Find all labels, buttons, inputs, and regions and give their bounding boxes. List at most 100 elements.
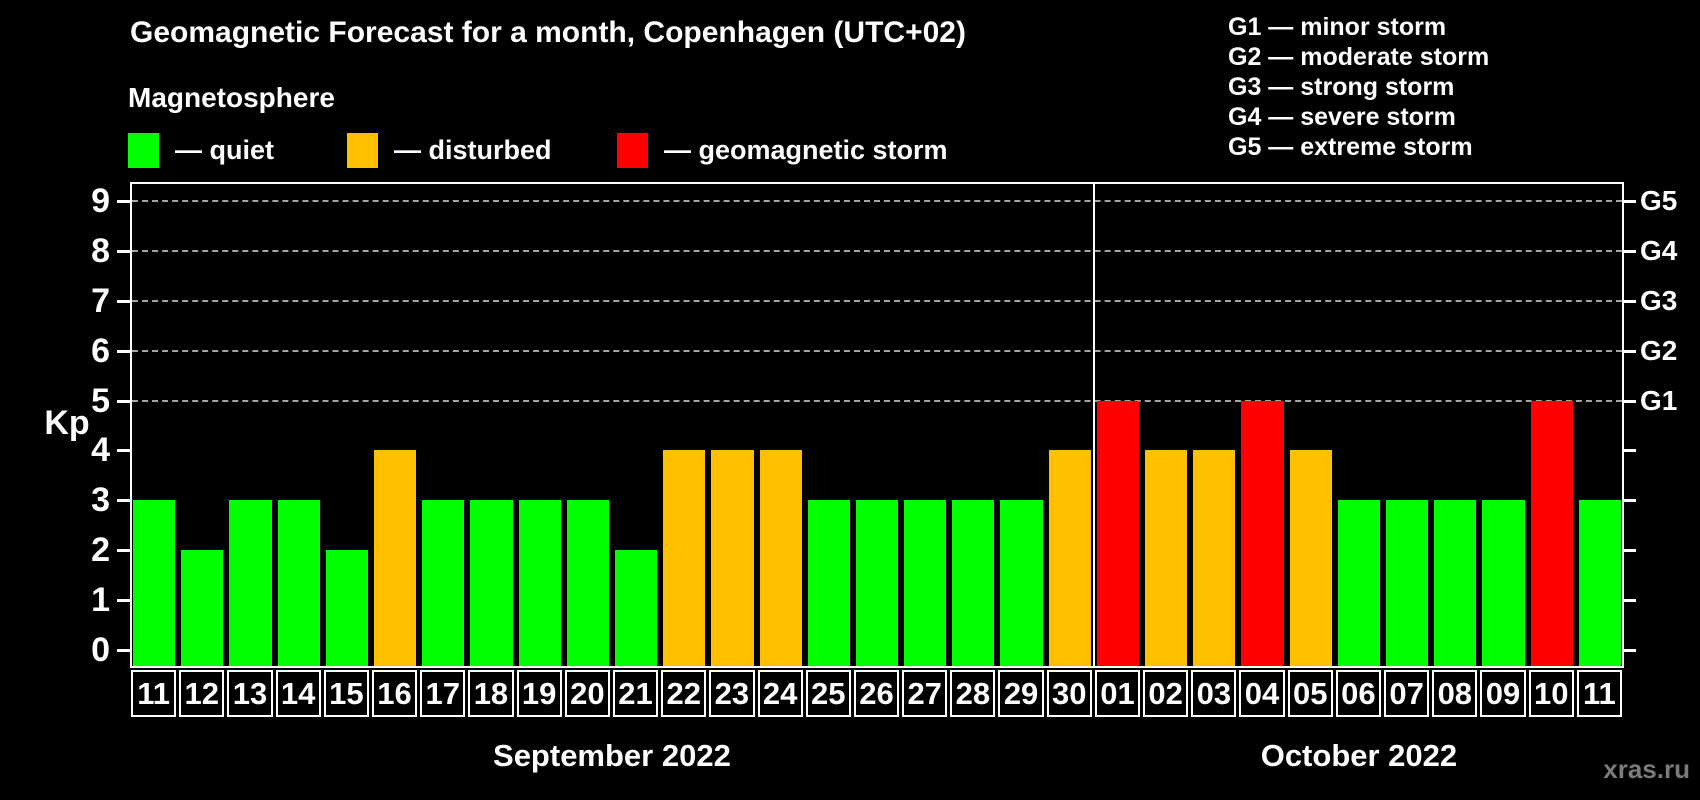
date-cell: 13 [227, 670, 273, 717]
g-legend-item-g1: G1 — minor storm [1228, 13, 1447, 41]
kp-bar-day-24 [759, 450, 802, 666]
date-cell: 15 [323, 670, 369, 717]
date-cell: 01 [1094, 670, 1141, 717]
kp-bar-day-06 [1337, 500, 1381, 666]
kp-bar-day-27 [904, 500, 947, 666]
date-cell: 08 [1432, 670, 1478, 717]
date-cell: 10 [1528, 670, 1574, 717]
g-scale-legend: G1 — minor storm G2 — moderate storm G3 … [1228, 12, 1489, 162]
kp-bar-day-12 [181, 549, 224, 666]
date-cell: 05 [1287, 670, 1333, 717]
y-axis-tick-right [1624, 399, 1636, 403]
y-axis-tick-label: 5 [91, 381, 110, 420]
y-axis-tick-right [1624, 648, 1636, 652]
y-axis-tick-right [1624, 499, 1636, 503]
y-axis-tick-right [1624, 200, 1636, 204]
legend-label-disturbed: — disturbed [394, 135, 552, 165]
y-axis-tick-left [117, 349, 130, 353]
y-axis-tick-left [117, 648, 130, 652]
kp-bar-day-05 [1289, 450, 1332, 666]
y-axis-tick-left [117, 300, 130, 303]
month-label: September 2022 [493, 738, 731, 773]
g-legend-item-g3: G3 — strong storm [1228, 73, 1455, 101]
legend-label-quiet: — quiet [175, 135, 274, 165]
y-axis-tick-right [1624, 300, 1636, 303]
g-legend-item-g5: G5 — extreme storm [1228, 133, 1473, 161]
y-axis-label: Kp [44, 404, 90, 442]
legend-item-quiet: — quiet [128, 133, 274, 168]
kp-bar-day-01 [1096, 400, 1140, 666]
date-cell: 12 [179, 670, 225, 717]
y-axis-tick-left [117, 548, 130, 552]
g-legend-item-g4: G4 — severe storm [1228, 103, 1456, 131]
kp-bar-day-10 [1530, 400, 1573, 666]
month-label: October 2022 [1260, 738, 1458, 773]
date-cell: 18 [468, 670, 514, 717]
date-cell: 11 [131, 670, 177, 717]
right-axis-label-g3: G3 [1640, 285, 1678, 316]
date-cell: 09 [1480, 670, 1526, 717]
storm-swatch-icon [617, 133, 648, 168]
y-axis-tick-label: 8 [91, 232, 110, 271]
legend-item-disturbed: — disturbed [347, 133, 552, 168]
kp-bar-day-17 [422, 500, 465, 666]
date-cell: 07 [1384, 670, 1430, 717]
kp-bar-day-09 [1482, 500, 1525, 666]
date-cell: 11 [1576, 670, 1622, 717]
y-axis-tick-right [1624, 250, 1636, 254]
watermark: xras.ru [1603, 754, 1690, 784]
y-axis-tick-label: 4 [91, 431, 110, 470]
legend-label-storm: — geomagnetic storm [664, 135, 948, 165]
magnetosphere-label: Magnetosphere [128, 82, 335, 113]
kp-bar-day-21 [614, 549, 658, 666]
kp-bar-day-11 [1578, 500, 1621, 666]
kp-bar-day-02 [1145, 450, 1188, 666]
g-legend-item-g2: G2 — moderate storm [1228, 43, 1490, 71]
date-cell: 20 [564, 670, 610, 717]
y-axis-tick-left [117, 598, 130, 602]
date-cell: 29 [998, 670, 1044, 717]
date-cell: 04 [1239, 670, 1285, 717]
date-cell: 19 [516, 670, 562, 717]
right-axis-label-g1: G1 [1640, 384, 1678, 416]
y-axis-tick-left [117, 449, 130, 453]
date-cell: 14 [275, 670, 321, 717]
kp-bar-day-04 [1241, 400, 1284, 666]
date-cell: 27 [902, 670, 948, 717]
date-cell: 26 [853, 670, 900, 717]
date-cell: 06 [1335, 670, 1382, 717]
kp-bar-day-13 [229, 500, 272, 666]
kp-bar-day-29 [1000, 500, 1043, 666]
kp-bar-day-08 [1434, 500, 1477, 666]
date-cell: 30 [1046, 670, 1092, 717]
y-axis-tick-right [1624, 349, 1636, 353]
date-cell: 16 [371, 670, 418, 717]
right-axis-label-g2: G2 [1640, 334, 1678, 366]
kp-bar-day-03 [1193, 450, 1236, 666]
y-axis-tick-label: 6 [91, 331, 110, 370]
gridline-kp-9 [132, 200, 1622, 203]
kp-bar-day-20 [566, 500, 609, 666]
date-cell: 21 [612, 670, 659, 717]
y-axis-tick-left [117, 250, 130, 254]
y-axis-tick-label: 9 [91, 182, 110, 221]
kp-bar-day-28 [952, 500, 995, 666]
kp-bar-day-19 [518, 500, 561, 666]
kp-bar-day-23 [711, 450, 754, 666]
month-divider [1092, 184, 1095, 666]
y-axis-tick-left [117, 200, 130, 204]
kp-bar-day-16 [373, 450, 417, 666]
date-cell: 28 [950, 670, 996, 717]
right-axis-label-g5: G5 [1640, 185, 1678, 217]
date-cell: 03 [1191, 670, 1237, 717]
kp-bar-day-30 [1048, 450, 1091, 666]
kp-bar-day-25 [807, 500, 850, 666]
kp-bar-day-15 [325, 549, 368, 666]
y-axis-tick-right [1624, 548, 1636, 552]
date-cell: 17 [420, 670, 466, 717]
y-axis-tick-label: 2 [91, 530, 110, 569]
kp-bar-day-11 [133, 500, 176, 666]
quiet-swatch-icon [128, 133, 159, 168]
date-cell: 22 [661, 670, 707, 717]
